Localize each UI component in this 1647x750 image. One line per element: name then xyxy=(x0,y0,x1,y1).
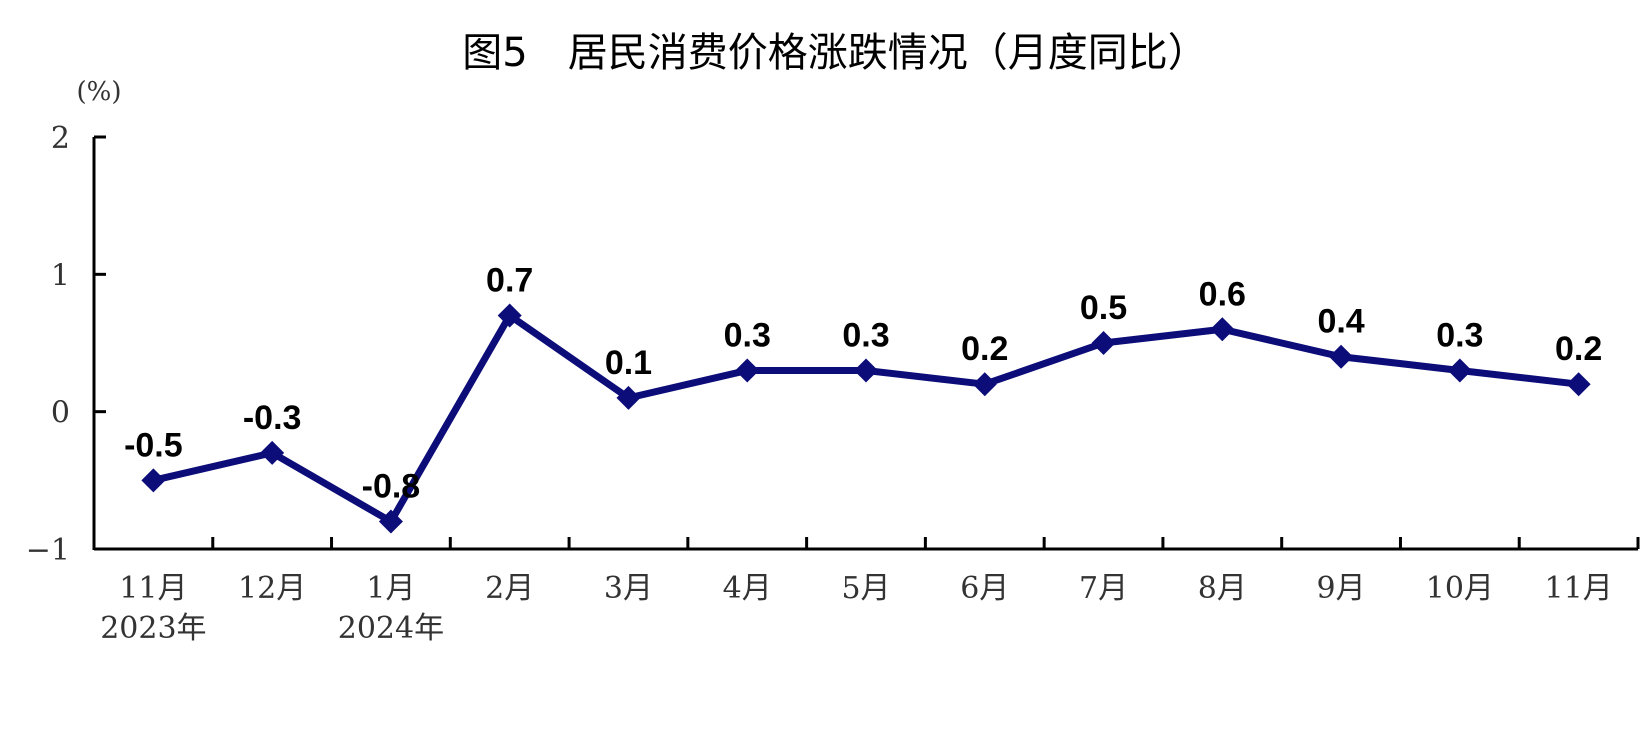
x-tick-label: 11月 xyxy=(119,571,187,606)
x-tick-label: 12月 xyxy=(238,571,306,606)
chart-title: 图5 居民消费价格涨跌情况（月度同比） xyxy=(462,30,1207,76)
data-point-marker xyxy=(1447,358,1472,383)
data-label: 0.7 xyxy=(486,262,533,300)
x-tick-label: 10月 xyxy=(1426,571,1494,606)
x-tick-label: 5月 xyxy=(841,571,890,606)
data-labels: -0.5 -0.3 -0.8 0.7 0.1 0.3 0.3 0.2 0.5 0.6 0.4 0.3 0… xyxy=(124,262,1602,506)
data-label: 0.6 xyxy=(1199,275,1246,313)
y-tick-label: 1 xyxy=(51,258,70,293)
data-label: 0.2 xyxy=(1555,330,1602,368)
data-label: -0.8 xyxy=(362,468,421,506)
x-tick-label: 2月 xyxy=(485,571,534,606)
x-tick-label: 8月 xyxy=(1198,571,1247,606)
y-tick-label: 0 xyxy=(51,396,70,431)
x-tick-label: 7月 xyxy=(1079,571,1128,606)
x-tick-label: 3月 xyxy=(604,571,653,606)
data-point-marker xyxy=(497,303,522,328)
x-tick-label: 9月 xyxy=(1317,571,1366,606)
data-point-marker xyxy=(854,358,878,383)
data-point-marker xyxy=(735,358,760,383)
data-label: 0.4 xyxy=(1317,303,1364,341)
x-tick-label: 11月 xyxy=(1545,571,1613,606)
y-tick-label: 2 xyxy=(51,121,70,156)
data-point-marker xyxy=(616,385,641,410)
y-tick-label: −1 xyxy=(26,533,70,568)
data-point-marker xyxy=(1566,372,1591,397)
data-label: 0.1 xyxy=(605,344,652,382)
data-label: -0.5 xyxy=(124,426,183,464)
data-points xyxy=(141,303,1591,534)
data-point-marker xyxy=(378,509,403,534)
x-tick-label: 6月 xyxy=(960,571,1009,606)
x-ticks: 11月 2023年 12月 1月 2024年 2月 3月 4月 5月 6月 7月 8月 9月 10月 11月 xyxy=(100,537,1640,646)
data-label: 0.5 xyxy=(1080,289,1127,327)
data-label: -0.3 xyxy=(243,399,302,437)
y-axis-unit: (%) xyxy=(77,77,122,107)
x-year-label: 2023年 xyxy=(100,611,206,646)
y-ticks: 2 1 0 −1 xyxy=(26,121,106,568)
data-label: 0.3 xyxy=(1436,316,1483,354)
data-point-marker xyxy=(972,372,997,397)
data-label: 0.3 xyxy=(842,316,889,354)
data-point-marker xyxy=(1210,317,1235,342)
data-point-marker xyxy=(260,440,285,465)
data-label: 0.3 xyxy=(724,316,771,354)
data-point-marker xyxy=(141,468,166,493)
data-label: 0.2 xyxy=(961,330,1008,368)
data-point-marker xyxy=(1329,344,1354,369)
x-tick-label: 4月 xyxy=(723,571,772,606)
x-tick-label: 1月 xyxy=(366,571,415,606)
data-point-marker xyxy=(1091,331,1116,355)
x-year-label: 2024年 xyxy=(338,611,444,646)
